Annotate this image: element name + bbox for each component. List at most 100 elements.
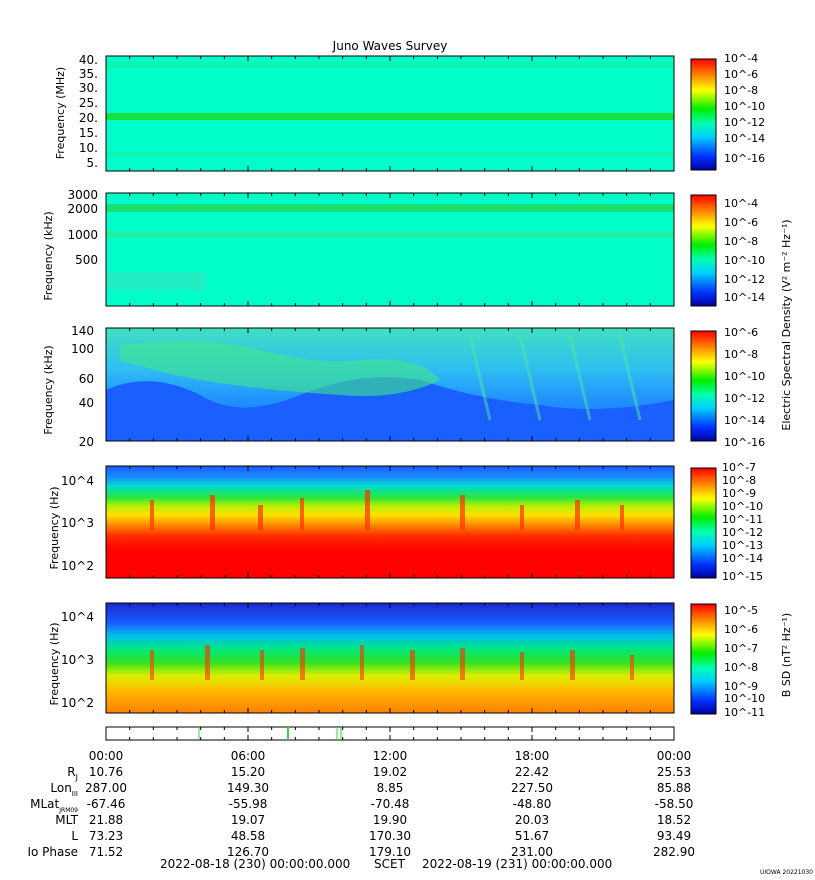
colorbar-2-ticks: 10^-4 10^-6 10^-8 10^-10 10^-12 10^-14 [724, 197, 765, 304]
ytick: 60 [79, 372, 94, 386]
spike [630, 655, 634, 680]
cbar-tick: 10^-9 [722, 487, 756, 500]
ephemeris-value: 149.30 [227, 781, 269, 795]
cbar-tick: 10^-8 [722, 474, 756, 487]
panel-2-yticks: 3000 2000 1000 500 [67, 188, 98, 267]
ephemeris-value: 51.67 [515, 829, 549, 843]
panel-1: 40. 35. 30. 25. 20. 15. 10. 5. Frequency… [54, 52, 765, 172]
panel-5-plot [106, 603, 674, 713]
ephemeris-value: -48.80 [513, 797, 552, 811]
spike [300, 648, 305, 680]
ephemeris-value: 231.00 [511, 845, 553, 859]
spike [300, 498, 304, 530]
ephemeris-value: 21.88 [89, 813, 123, 827]
ephemeris-label: MLatJRM09 [30, 797, 78, 814]
ytick: 20. [79, 111, 98, 125]
panel-5: 10^4 10^3 10^2 Frequency (Hz) 10^-5 10^-… [48, 602, 765, 719]
y-axis-label: Frequency (MHz) [54, 67, 67, 159]
ephemeris-value: 227.50 [511, 781, 553, 795]
colorbar-4 [690, 467, 717, 579]
panel-2-band-1mhz [106, 232, 674, 237]
ephemeris-row-rj: RJ 10.76 15.20 19.02 22.42 25.53 [67, 765, 691, 782]
time-tick: 00:00 [657, 749, 692, 763]
panel-3-yticks: 140 100 60 40 20 [71, 324, 94, 449]
time-tick: 18:00 [515, 749, 550, 763]
cbar-tick: 10^-7 [722, 461, 756, 474]
cbar-tick: 10^-12 [724, 273, 765, 286]
ytick: 10^4 [61, 474, 94, 488]
ytick: 10^2 [61, 559, 94, 573]
panel-3-low-emission [106, 377, 674, 441]
colorbar-4-ticks: 10^-7 10^-8 10^-9 10^-10 10^-11 10^-12 1… [722, 461, 763, 583]
cbar-tick: 10^-8 [724, 235, 758, 248]
cbar-tick: 10^-14 [724, 414, 765, 427]
ephemeris-value: -67.46 [87, 797, 126, 811]
ephemeris-value: 22.42 [515, 765, 549, 779]
ephemeris-value: 19.90 [373, 813, 407, 827]
ephemeris-value: -55.98 [229, 797, 268, 811]
cbar-tick: 10^-6 [724, 216, 758, 229]
colorbar-5-ticks: 10^-5 10^-6 10^-7 10^-8 10^-9 10^-10 10^… [724, 604, 765, 719]
time-tick: 06:00 [231, 749, 266, 763]
ytick: 10^3 [61, 653, 94, 667]
ytick: 10^3 [61, 516, 94, 530]
ephemeris-value: 25.53 [657, 765, 691, 779]
cbar-tick: 10^-14 [724, 291, 765, 304]
ytick: 2000 [67, 202, 98, 216]
time-tick: 12:00 [373, 749, 408, 763]
cbar-tick: 10^-16 [724, 152, 765, 165]
ephemeris-label: L [71, 829, 78, 843]
cbar-tick: 10^-12 [724, 116, 765, 129]
ephemeris-row-io-phase: Io Phase 71.52 126.70 179.10 231.00 282.… [27, 845, 695, 859]
cbar-tick: 10^-8 [724, 348, 758, 361]
cbar-tick: 10^-12 [724, 392, 765, 405]
panel-4-spikes [150, 490, 624, 530]
panel-2-band-2mhz [106, 204, 674, 212]
cbar-tick: 10^-7 [724, 642, 758, 655]
spike [150, 650, 154, 680]
ytick: 500 [75, 253, 98, 267]
spike [410, 650, 415, 680]
streak [518, 334, 542, 421]
ytick: 25. [79, 96, 98, 110]
ephemeris-value: 71.52 [89, 845, 123, 859]
ephemeris-value: 19.02 [373, 765, 407, 779]
ephemeris-value: 170.30 [369, 829, 411, 843]
cbar-tick: 10^-16 [724, 436, 765, 449]
footer-end-time: 2022-08-19 (231) 00:00:00.000 [422, 857, 612, 871]
y-axis-label: Frequency (kHz) [42, 211, 55, 300]
colorbar-2 [690, 194, 717, 307]
ephemeris-value: 8.85 [377, 781, 404, 795]
ephemeris-value: 73.23 [89, 829, 123, 843]
ephemeris-label: Io Phase [27, 845, 78, 859]
electric-sd-label: Electric Spectral Density (V² m⁻² Hz⁻¹) [780, 219, 793, 430]
ephemeris-value: 85.88 [657, 781, 691, 795]
ephemeris-value: 48.58 [231, 829, 265, 843]
ephemeris-value: 19.07 [231, 813, 265, 827]
ephemeris-value: 20.03 [515, 813, 549, 827]
ytick: 140 [71, 324, 94, 338]
ephemeris-value: 10.76 [89, 765, 123, 779]
spike [210, 495, 215, 530]
ytick: 10^4 [61, 610, 94, 624]
ephemeris-label: RJ [67, 765, 78, 782]
ephemeris-value: 18.52 [657, 813, 691, 827]
y-axis-label: Frequency (kHz) [42, 345, 55, 434]
chart-title: Juno Waves Survey [332, 39, 448, 53]
ytick: 10. [79, 141, 98, 155]
cbar-tick: 10^-10 [724, 100, 765, 113]
cbar-tick: 10^-6 [724, 623, 758, 636]
spike [575, 500, 580, 530]
ephemeris-value: 282.90 [653, 845, 695, 859]
cbar-tick: 10^-6 [724, 326, 758, 339]
panel-4-yticks: 10^4 10^3 10^2 [61, 474, 94, 573]
cbar-tick: 10^-12 [722, 526, 763, 539]
panel-1-band-high [106, 62, 674, 68]
spike [150, 500, 154, 530]
cbar-tick: 10^-4 [724, 197, 758, 210]
cbar-tick: 10^-4 [724, 52, 758, 65]
colorbar-3-ticks: 10^-6 10^-8 10^-10 10^-12 10^-14 10^-16 [724, 326, 765, 449]
cbar-tick: 10^-9 [724, 680, 758, 693]
cbar-tick: 10^-10 [724, 692, 765, 705]
panel-2-band-low [106, 272, 206, 290]
